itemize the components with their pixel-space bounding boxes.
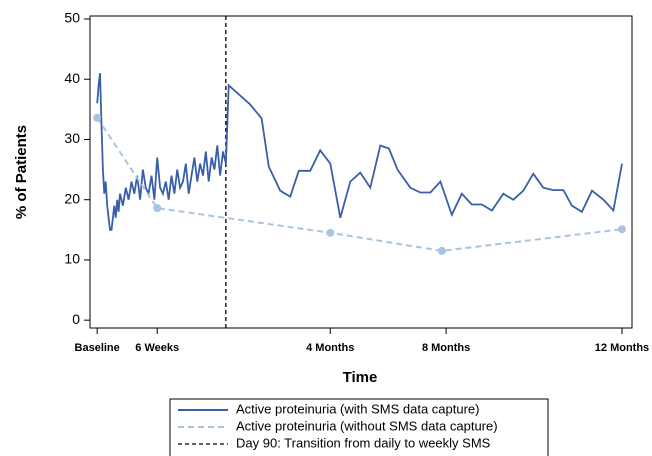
x-tick-label: 8 Months <box>422 342 470 354</box>
x-tick-label: 6 Weeks <box>135 342 179 354</box>
legend-box <box>169 398 549 456</box>
data-point <box>326 228 335 237</box>
legend-label: Active proteinuria (with SMS data captur… <box>236 401 480 416</box>
legend-label: Day 90: Transition from daily to weekly … <box>236 435 491 450</box>
legend-label: Active proteinuria (without SMS data cap… <box>236 418 498 433</box>
y-tick-label: 50 <box>64 10 80 26</box>
y-tick-label: 10 <box>64 251 80 267</box>
x-axis-title: Time <box>343 369 378 386</box>
y-tick-label: 20 <box>64 190 80 206</box>
x-tick-label: Baseline <box>75 342 120 354</box>
data-point <box>93 113 102 122</box>
y-axis-title: % of Patients <box>13 125 30 219</box>
y-tick-label: 0 <box>72 311 80 327</box>
x-tick-label: 4 Months <box>306 342 354 354</box>
data-point <box>153 204 162 213</box>
y-tick-label: 40 <box>64 70 80 86</box>
data-point <box>617 225 626 234</box>
x-tick-label: 12 Months <box>595 342 649 354</box>
series-line <box>96 73 623 231</box>
y-tick-label: 30 <box>64 130 80 146</box>
data-point <box>437 246 446 255</box>
plot-frame <box>89 15 633 329</box>
